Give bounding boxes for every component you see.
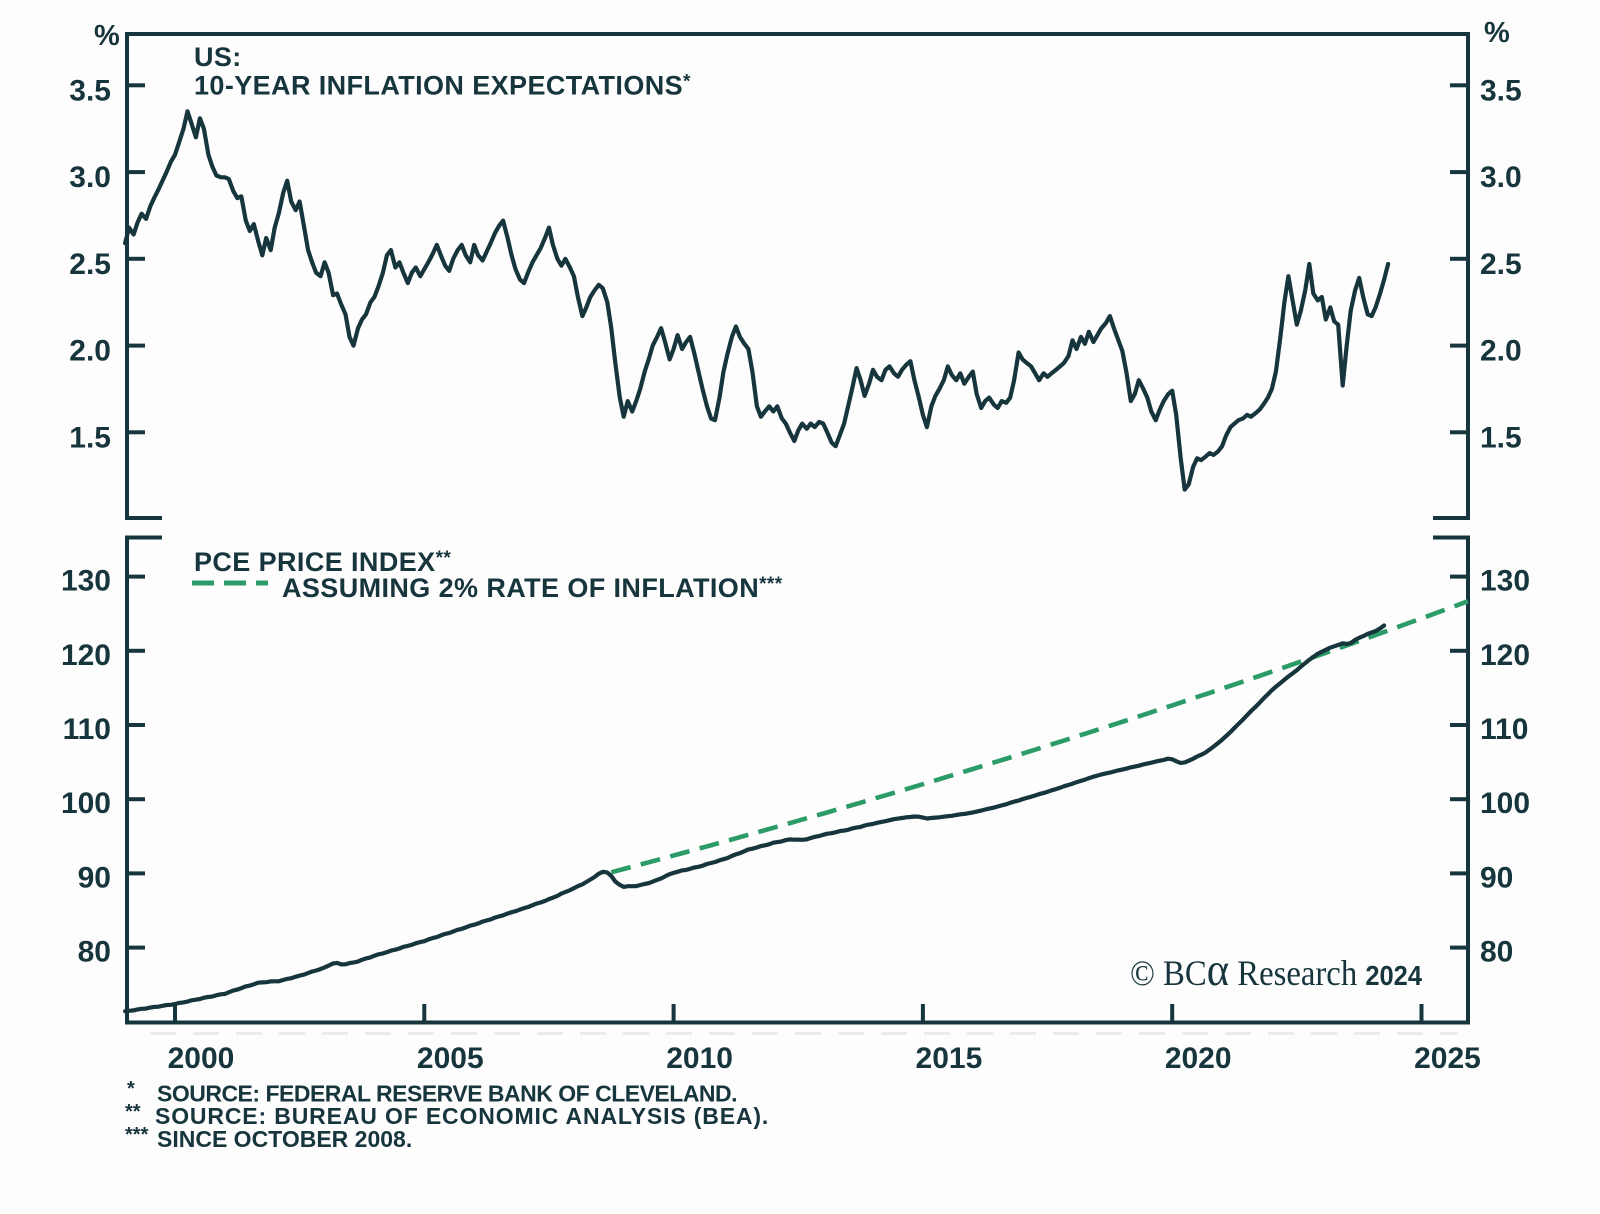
svg-text:2020: 2020 <box>1165 1042 1232 1075</box>
svg-text:PCE PRICE INDEX**: PCE PRICE INDEX** <box>194 547 451 577</box>
svg-text:2025: 2025 <box>1414 1042 1481 1075</box>
svg-text:80: 80 <box>1480 936 1513 969</box>
svg-text:**: ** <box>125 1101 141 1123</box>
svg-text:SOURCE: BUREAU OF ECONOMIC ANA: SOURCE: BUREAU OF ECONOMIC ANALYSIS (BEA… <box>155 1103 769 1129</box>
svg-text:110: 110 <box>1480 713 1528 746</box>
svg-text:US:: US: <box>194 42 242 72</box>
svg-text:90: 90 <box>78 861 111 894</box>
svg-text:3.0: 3.0 <box>1480 161 1522 194</box>
svg-text:2.0: 2.0 <box>69 335 111 368</box>
svg-text:2000: 2000 <box>168 1042 235 1075</box>
svg-text:100: 100 <box>1480 787 1530 820</box>
svg-text:SINCE OCTOBER 2008.: SINCE OCTOBER 2008. <box>157 1126 412 1152</box>
svg-text:1.5: 1.5 <box>1480 421 1522 454</box>
svg-text:2010: 2010 <box>666 1042 733 1075</box>
svg-text:80: 80 <box>78 936 111 969</box>
svg-text:%: % <box>1484 17 1510 49</box>
svg-text:SOURCE: FEDERAL RESERVE BANK O: SOURCE: FEDERAL RESERVE BANK OF CLEVELAN… <box>157 1081 737 1107</box>
svg-text:2.5: 2.5 <box>1480 248 1522 281</box>
svg-text:2015: 2015 <box>916 1042 983 1075</box>
svg-text:%: % <box>94 20 120 52</box>
svg-text:10-YEAR INFLATION EXPECTATIONS: 10-YEAR INFLATION EXPECTATIONS* <box>194 71 691 101</box>
svg-text:130: 130 <box>1480 565 1530 598</box>
svg-text:***: *** <box>125 1124 149 1146</box>
svg-text:100: 100 <box>61 787 111 820</box>
svg-text:3.5: 3.5 <box>1480 74 1522 107</box>
svg-text:3.0: 3.0 <box>69 161 111 194</box>
svg-text:3.5: 3.5 <box>69 74 111 107</box>
svg-text:1.5: 1.5 <box>69 421 111 454</box>
svg-text:130: 130 <box>61 565 111 598</box>
svg-text:*: * <box>127 1078 135 1100</box>
svg-text:ASSUMING 2% RATE OF INFLATION*: ASSUMING 2% RATE OF INFLATION*** <box>282 573 783 603</box>
svg-text:120: 120 <box>61 639 111 672</box>
svg-text:90: 90 <box>1480 861 1513 894</box>
svg-text:2.0: 2.0 <box>1480 335 1522 368</box>
svg-text:2.5: 2.5 <box>69 248 111 281</box>
svg-text:110: 110 <box>63 713 111 746</box>
svg-text:2005: 2005 <box>417 1042 484 1075</box>
svg-text:120: 120 <box>1480 639 1530 672</box>
